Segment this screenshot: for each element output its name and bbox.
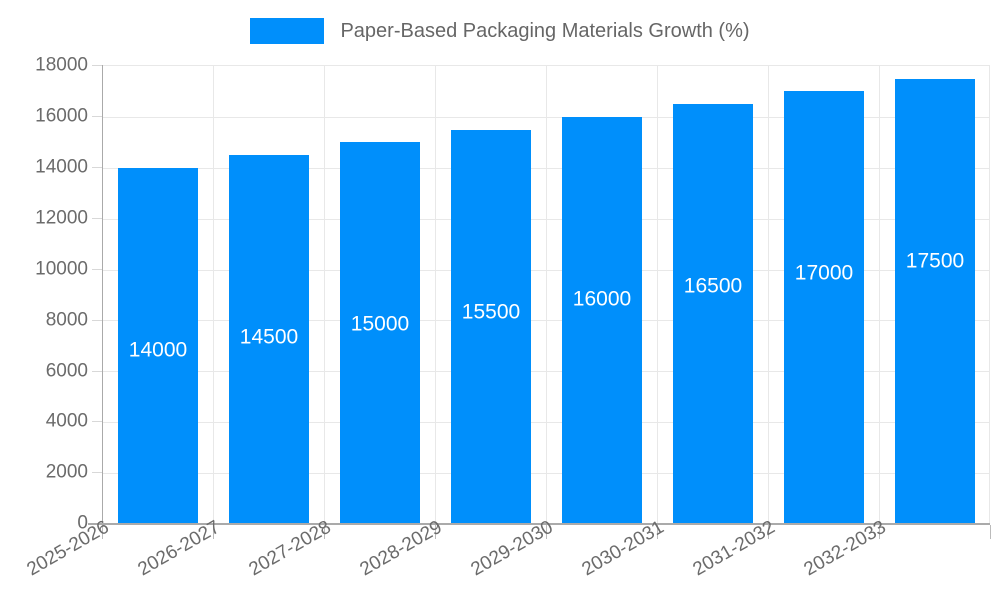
bar-2027-2028[interactable] [340,142,420,524]
bar-2030-2031[interactable] [673,104,753,524]
bar-2031-2032[interactable] [784,91,864,524]
gridline-vertical [435,66,436,524]
bar-value-label: 14000 [128,338,188,362]
legend-item-paper-based-packaging[interactable]: Paper-Based Packaging Materials Growth (… [250,18,750,44]
x-tick-label: 2029-2030 [467,516,557,581]
y-tick-label: 10000 [35,258,88,280]
gridline-vertical [213,66,214,524]
y-tick-label: 16000 [35,105,88,127]
gridline-vertical [324,66,325,524]
bar-value-label: 17000 [794,261,854,285]
x-axis-line [88,523,990,525]
y-tick-label: 6000 [45,360,88,382]
x-tick-label: 2030-2031 [578,516,668,581]
x-tick-label: 2031-2032 [689,516,779,581]
bar-value-label: 16500 [683,274,743,298]
x-tick-label: 2027-2028 [245,516,335,581]
bar-2026-2027[interactable] [229,155,309,524]
bar-2032-2033[interactable] [895,79,975,524]
x-tick-label: 2026-2027 [134,516,224,581]
y-tick-label: 8000 [45,309,88,331]
legend-color-swatch-icon [250,18,325,44]
plot-area: 14000 14500 15000 15500 16000 16500 1700… [102,65,990,525]
y-tick-label: 0 [77,512,88,534]
gridline-vertical [546,66,547,524]
y-axis-line [102,65,103,523]
bar-value-label: 15000 [350,312,410,336]
y-tick-label: 4000 [45,410,88,432]
gridline-vertical [879,66,880,524]
bar-2028-2029[interactable] [451,130,531,524]
bar-2029-2030[interactable] [562,117,642,524]
y-tick-label: 14000 [35,156,88,178]
y-tick-label: 18000 [35,54,88,76]
x-tick-label: 2028-2029 [356,516,446,581]
gridline-vertical [768,66,769,524]
bar-value-label: 16000 [572,287,632,311]
legend-item-label: Paper-Based Packaging Materials Growth (… [340,20,750,42]
y-tick-label: 12000 [35,207,88,229]
x-tick-label: 2032-2033 [800,516,890,581]
bar-value-label: 17500 [905,249,965,273]
bar-2025-2026[interactable] [118,168,198,524]
y-tick-label: 2000 [45,461,88,483]
bar-value-label: 15500 [461,300,521,324]
chart-legend: Paper-Based Packaging Materials Growth (… [0,10,1000,52]
gridline-vertical [657,66,658,524]
bar-value-label: 14500 [239,325,299,349]
